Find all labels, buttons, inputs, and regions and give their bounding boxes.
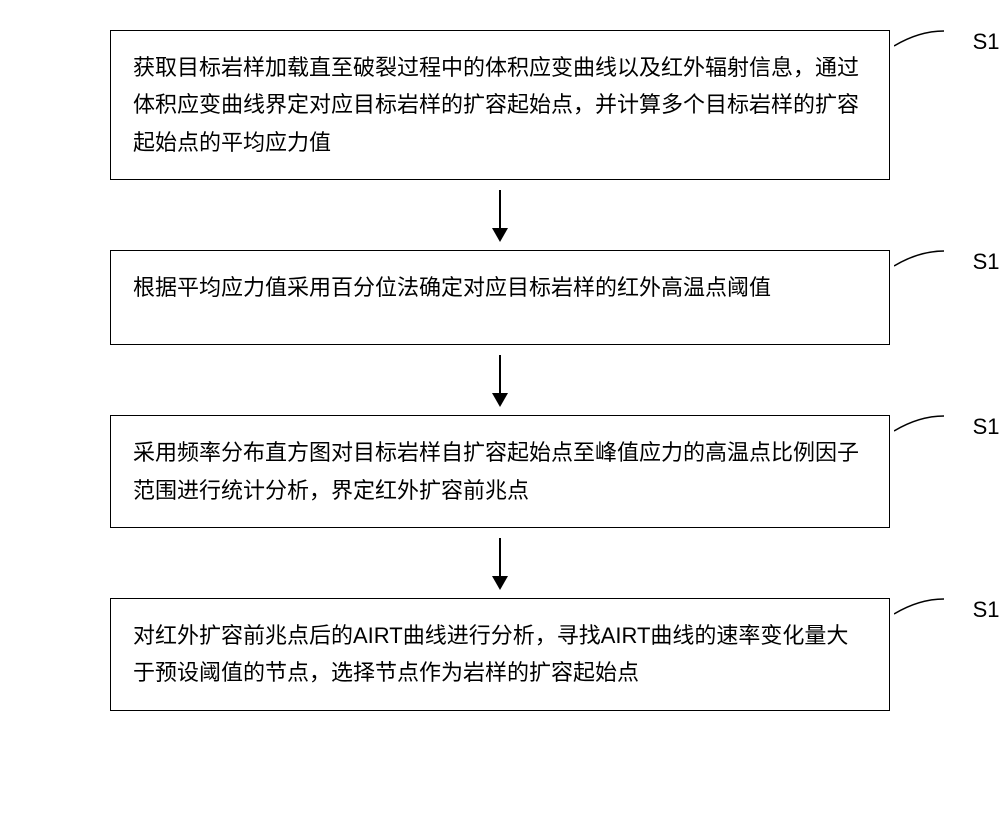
step-text-3: 采用频率分布直方图对目标岩样自扩容起始点至峰值应力的高温点比例因子范围进行统计分… — [133, 440, 859, 502]
step-box-2: S102 根据平均应力值采用百分位法确定对应目标岩样的红外高温点阈值 — [110, 250, 890, 345]
arrow-2 — [499, 355, 501, 405]
step-box-3: S103 采用频率分布直方图对目标岩样自扩容起始点至峰值应力的高温点比例因子范围… — [110, 415, 890, 528]
step-box-1: S101 获取目标岩样加载直至破裂过程中的体积应变曲线以及红外辐射信息，通过体积… — [110, 30, 890, 180]
label-connector-3 — [894, 411, 944, 441]
step-label-4: S104 — [973, 591, 1000, 628]
arrow-container-2 — [50, 345, 950, 415]
step-label-2: S102 — [973, 243, 1000, 280]
label-connector-4 — [894, 594, 944, 624]
step-text-4: 对红外扩容前兆点后的AIRT曲线进行分析，寻找AIRT曲线的速率变化量大于预设阈… — [133, 623, 848, 685]
step-text-1: 获取目标岩样加载直至破裂过程中的体积应变曲线以及红外辐射信息，通过体积应变曲线界… — [133, 55, 859, 155]
label-connector-2 — [894, 246, 944, 276]
arrow-container-1 — [50, 180, 950, 250]
flowchart-container: S101 获取目标岩样加载直至破裂过程中的体积应变曲线以及红外辐射信息，通过体积… — [50, 30, 950, 711]
label-connector-1 — [894, 26, 944, 56]
arrow-container-3 — [50, 528, 950, 598]
arrow-1 — [499, 190, 501, 240]
step-label-3: S103 — [973, 408, 1000, 445]
step-text-2: 根据平均应力值采用百分位法确定对应目标岩样的红外高温点阈值 — [133, 275, 771, 300]
step-box-4: S104 对红外扩容前兆点后的AIRT曲线进行分析，寻找AIRT曲线的速率变化量… — [110, 598, 890, 711]
step-label-1: S101 — [973, 23, 1000, 60]
arrow-3 — [499, 538, 501, 588]
